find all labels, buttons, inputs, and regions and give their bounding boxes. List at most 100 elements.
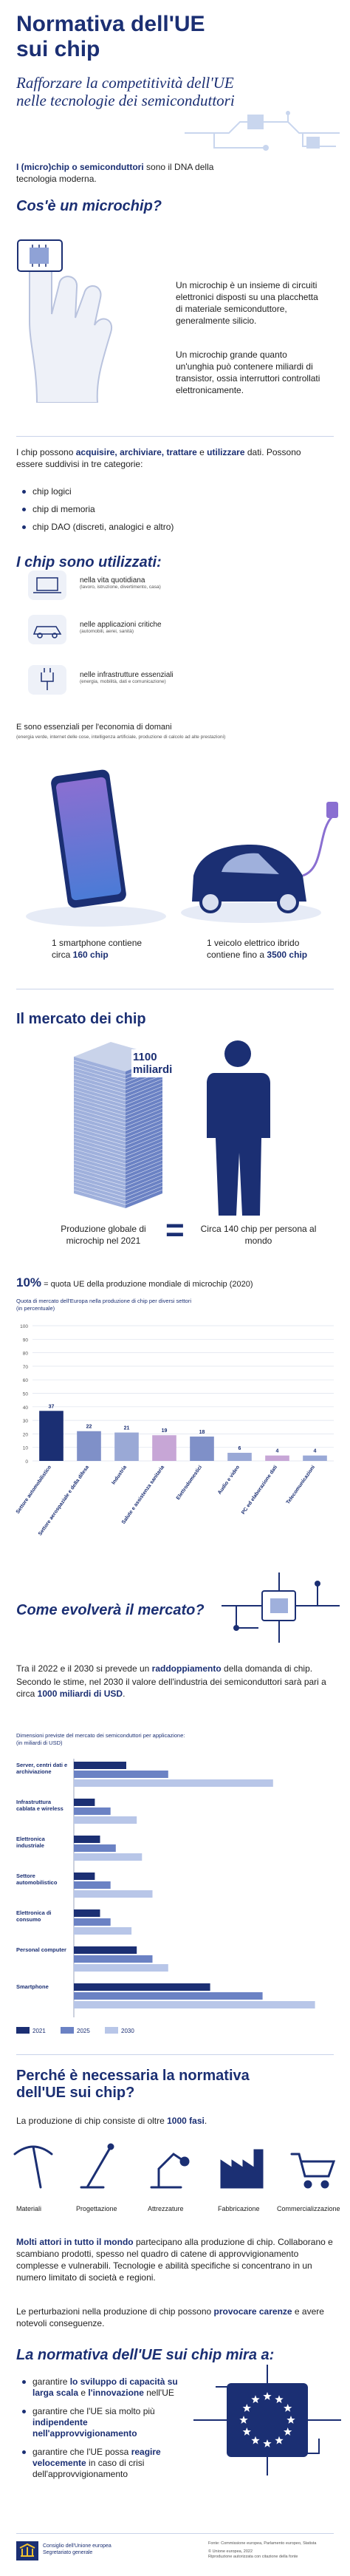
equals-sign: = [165,1212,185,1248]
paragraph: Le perturbazioni nella produzione di chi… [16,2306,335,2329]
bar [74,1844,116,1852]
bar [190,1437,214,1461]
text-run: garantire che l'UE possa [32,2447,131,2457]
step-label: Materiali [16,2205,42,2212]
y-tick-label: Elettronica industriale [16,1836,45,1849]
paragraph: Secondo le stime, nel 2030 il valore del… [16,1676,334,1700]
use-detail: (automobili, aerei, sanità) [80,629,134,634]
stack-line [73,1093,163,1109]
y-tick-label: Personal computer [16,1946,66,1953]
star [251,2395,260,2404]
stack-line [73,1122,163,1139]
stack-line [73,1182,163,1198]
y-tick-label: 80 [23,1352,29,1357]
use-item: nelle applicazioni critiche (automobili,… [80,621,264,635]
stack-line [73,1167,163,1183]
text-run: Tra il 2022 e il 2030 si prevede un [16,1663,152,1674]
copyright: © Unione europea, 2022 [208,2549,253,2554]
stack-line [73,1074,163,1091]
y-tick-label: Elettronica di consumo [16,1909,52,1923]
footer: Consiglio dell'Unione europea Segretaria… [16,2533,334,2568]
star [239,2416,248,2424]
legend-swatch [105,2027,118,2034]
stack-line [73,1097,163,1113]
org: Consiglio dell'Unione europea Segretaria… [43,2543,111,2556]
y-tick-label: 10 [23,1446,29,1451]
aim-item: garantire che l'UE possa reagire velocem… [22,2447,181,2480]
star [263,2439,272,2447]
future-detail: (energia verde, internet delle cose, int… [16,735,226,740]
bold-run: 160 chip [72,950,109,960]
example-text: 1 smartphone contiene circa 160 chip [52,937,162,961]
stack-line [73,1089,163,1105]
source: Fonte: Commissione europea, Parlamento e… [208,2541,317,2546]
bar [74,1955,153,1963]
stack-line [73,1130,163,1146]
stack-line [73,1163,163,1179]
y-tick-label: 100 [20,1324,28,1329]
list-item: chip di memoria [22,504,174,522]
bar [74,1779,273,1787]
chart-title-text: Quota di mercato dell'Europa nella produ… [16,1298,191,1304]
market-illustration [73,1040,270,1216]
chart-subtitle: (in percentuale) [16,1305,55,1312]
y-tick-label: 60 [23,1378,29,1383]
y-tick-label: 20 [23,1432,29,1437]
text-run: in caso di crisi dell'approvvigionamento [32,2458,145,2479]
text-run: sono il DNA della tecnologia moderna. [16,162,214,184]
bar [74,1992,263,2000]
paragraph: Un microchip è un insieme di circuiti el… [176,280,318,326]
star [275,2395,284,2404]
stack-line [73,1137,163,1154]
text-run: . [204,2116,207,2126]
bold-run: indipendente nell'approvvigionamento [32,2417,137,2439]
bar [74,1853,143,1861]
text-run: e avere notevoli conseguenze. [16,2306,324,2328]
legend-swatch [61,2027,74,2034]
divider [16,2054,334,2055]
section-heading: Cos'è un microchip? [16,198,162,214]
bar [74,1873,95,1880]
y-tick-label: 50 [23,1392,29,1397]
bar [74,1909,100,1917]
bar [74,1836,100,1843]
stack-line [73,1111,163,1128]
text-run: I chip possono [16,447,76,457]
use-icons [28,570,66,695]
use-detail: (energia, mobilità, dati e comunicazione… [80,679,166,684]
stack-line [73,1185,163,1202]
bar [74,1983,210,1991]
paragraph: Un microchip grande quanto un'unghia può… [176,350,320,395]
star [275,2436,284,2444]
stack-line [73,1171,163,1187]
stack-line [73,1159,163,1176]
stack-line [73,1100,163,1117]
aim-item: garantire lo sviluppo di capacità su lar… [22,2376,181,2399]
eu-chip-illustration [193,2365,341,2476]
bar [114,1432,139,1461]
y-tick-label: Settore automobilistico [16,1873,58,1886]
legend-label: 2021 [32,2028,46,2034]
bold-run: Molti attori in tutto il mondo [16,2237,134,2247]
stack-line [73,1126,163,1142]
bar [77,1431,101,1461]
bold-run: reagire velocemente [32,2447,161,2468]
stack-line [73,1148,163,1165]
eu-share-value: 10% [16,1275,42,1289]
y-tick-label: 0 [25,1459,28,1465]
y-tick-label: Server, centri dati e archiviazione [16,1762,68,1775]
text-run: della domanda di chip. [221,1663,313,1674]
page-subtitle: Rafforzare la competitività dell'UE nell… [16,74,235,109]
bold-run: acquisire, archiviare, trattare [75,447,197,457]
value-label: 19 [162,1428,168,1434]
stack-line [73,1156,163,1172]
bar [227,1453,252,1461]
star [284,2427,292,2436]
star [284,2404,292,2412]
legend-label: 2025 [77,2028,90,2034]
y-tick-label: 30 [23,1419,29,1424]
credits: Fonte: Commissione europea, Parlamento e… [208,2541,334,2560]
council-logo [16,2541,38,2560]
org-unit: Segretariato generale [43,2550,93,2555]
y-tick-label: 40 [23,1405,29,1411]
